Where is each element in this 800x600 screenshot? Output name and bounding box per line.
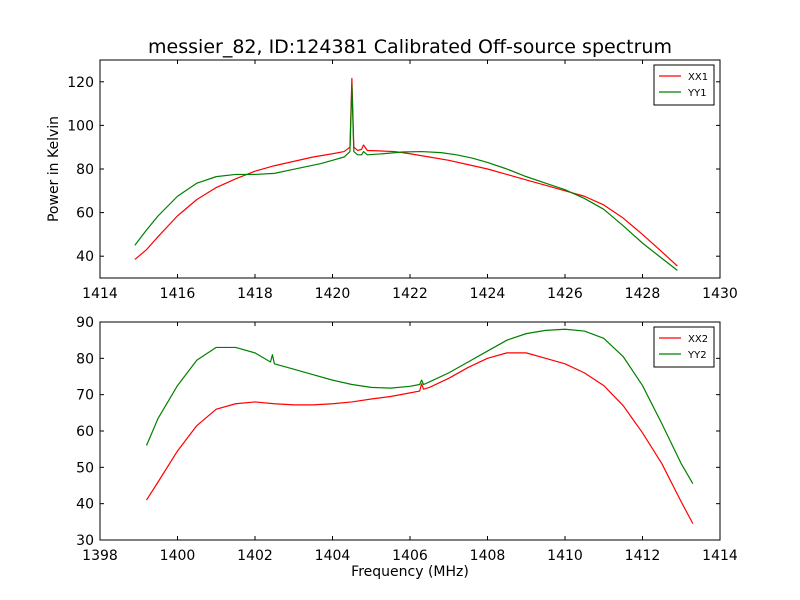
series-line-xx2 <box>145 352 694 524</box>
y-tick-label: 30 <box>76 533 94 549</box>
x-tick-label: 1400 <box>160 548 196 564</box>
y-tick-label: 80 <box>76 351 94 367</box>
series-line-yy1 <box>134 84 678 271</box>
series-line-yy2 <box>145 328 694 484</box>
x-tick-label: 1414 <box>82 286 118 302</box>
x-tick-label: 1416 <box>160 286 196 302</box>
x-tick-label: 1410 <box>547 548 583 564</box>
legend-label-xx2: XX2 <box>688 334 708 345</box>
x-tick-label: 1402 <box>237 548 273 564</box>
legend-label-xx1: XX1 <box>688 72 708 83</box>
y-tick-label: 60 <box>76 424 94 440</box>
y-tick-label: 100 <box>67 118 94 134</box>
figure-title: messier_82, ID:124381 Calibrated Off-sou… <box>148 36 672 58</box>
y-tick-label: 70 <box>76 388 94 404</box>
x-tick-label: 1408 <box>470 548 506 564</box>
plot-2: 1398 1400 1402 1404 1406 1408 1410 1412 1414 30 40… <box>76 315 738 580</box>
x-tick-label: 1430 <box>702 286 738 302</box>
x-tick-label: 1428 <box>625 286 661 302</box>
y-tick-label: 60 <box>76 206 94 222</box>
plot-1: 1414 1416 1418 1420 1422 1424 1426 1428 1430 40 60… <box>46 59 738 302</box>
legend-box <box>653 64 715 106</box>
y-tick-label: 50 <box>76 460 94 476</box>
x-axis-label: Frequency (MHz) <box>351 564 469 580</box>
x-tick-label: 1418 <box>237 286 273 302</box>
legend-label-yy2: YY2 <box>687 350 707 361</box>
x-tick-label: 1420 <box>315 286 351 302</box>
y-tick-label: 40 <box>76 497 94 513</box>
x-tick-label: 1412 <box>625 548 661 564</box>
x-tick-label: 1424 <box>470 286 506 302</box>
x-tick-label: 1422 <box>392 286 428 302</box>
x-tick-label: 1406 <box>392 548 428 564</box>
x-tick-label: 1404 <box>315 548 351 564</box>
x-tick-label: 1398 <box>82 548 118 564</box>
y-tick-label: 120 <box>67 75 94 91</box>
y-tick-label: 80 <box>76 162 94 178</box>
y-axis-label: Power in Kelvin <box>46 116 62 222</box>
series-line-xx1 <box>134 77 678 267</box>
legend-box <box>653 326 715 368</box>
x-tick-label: 1426 <box>547 286 583 302</box>
legend-label-yy1: YY1 <box>687 88 707 99</box>
y-tick-label: 40 <box>76 249 94 265</box>
x-tick-label: 1414 <box>702 548 738 564</box>
y-tick-label: 90 <box>76 315 94 331</box>
plots: 1414 1416 1418 1420 1422 1424 1426 1428 1430 40 60… <box>46 59 738 580</box>
